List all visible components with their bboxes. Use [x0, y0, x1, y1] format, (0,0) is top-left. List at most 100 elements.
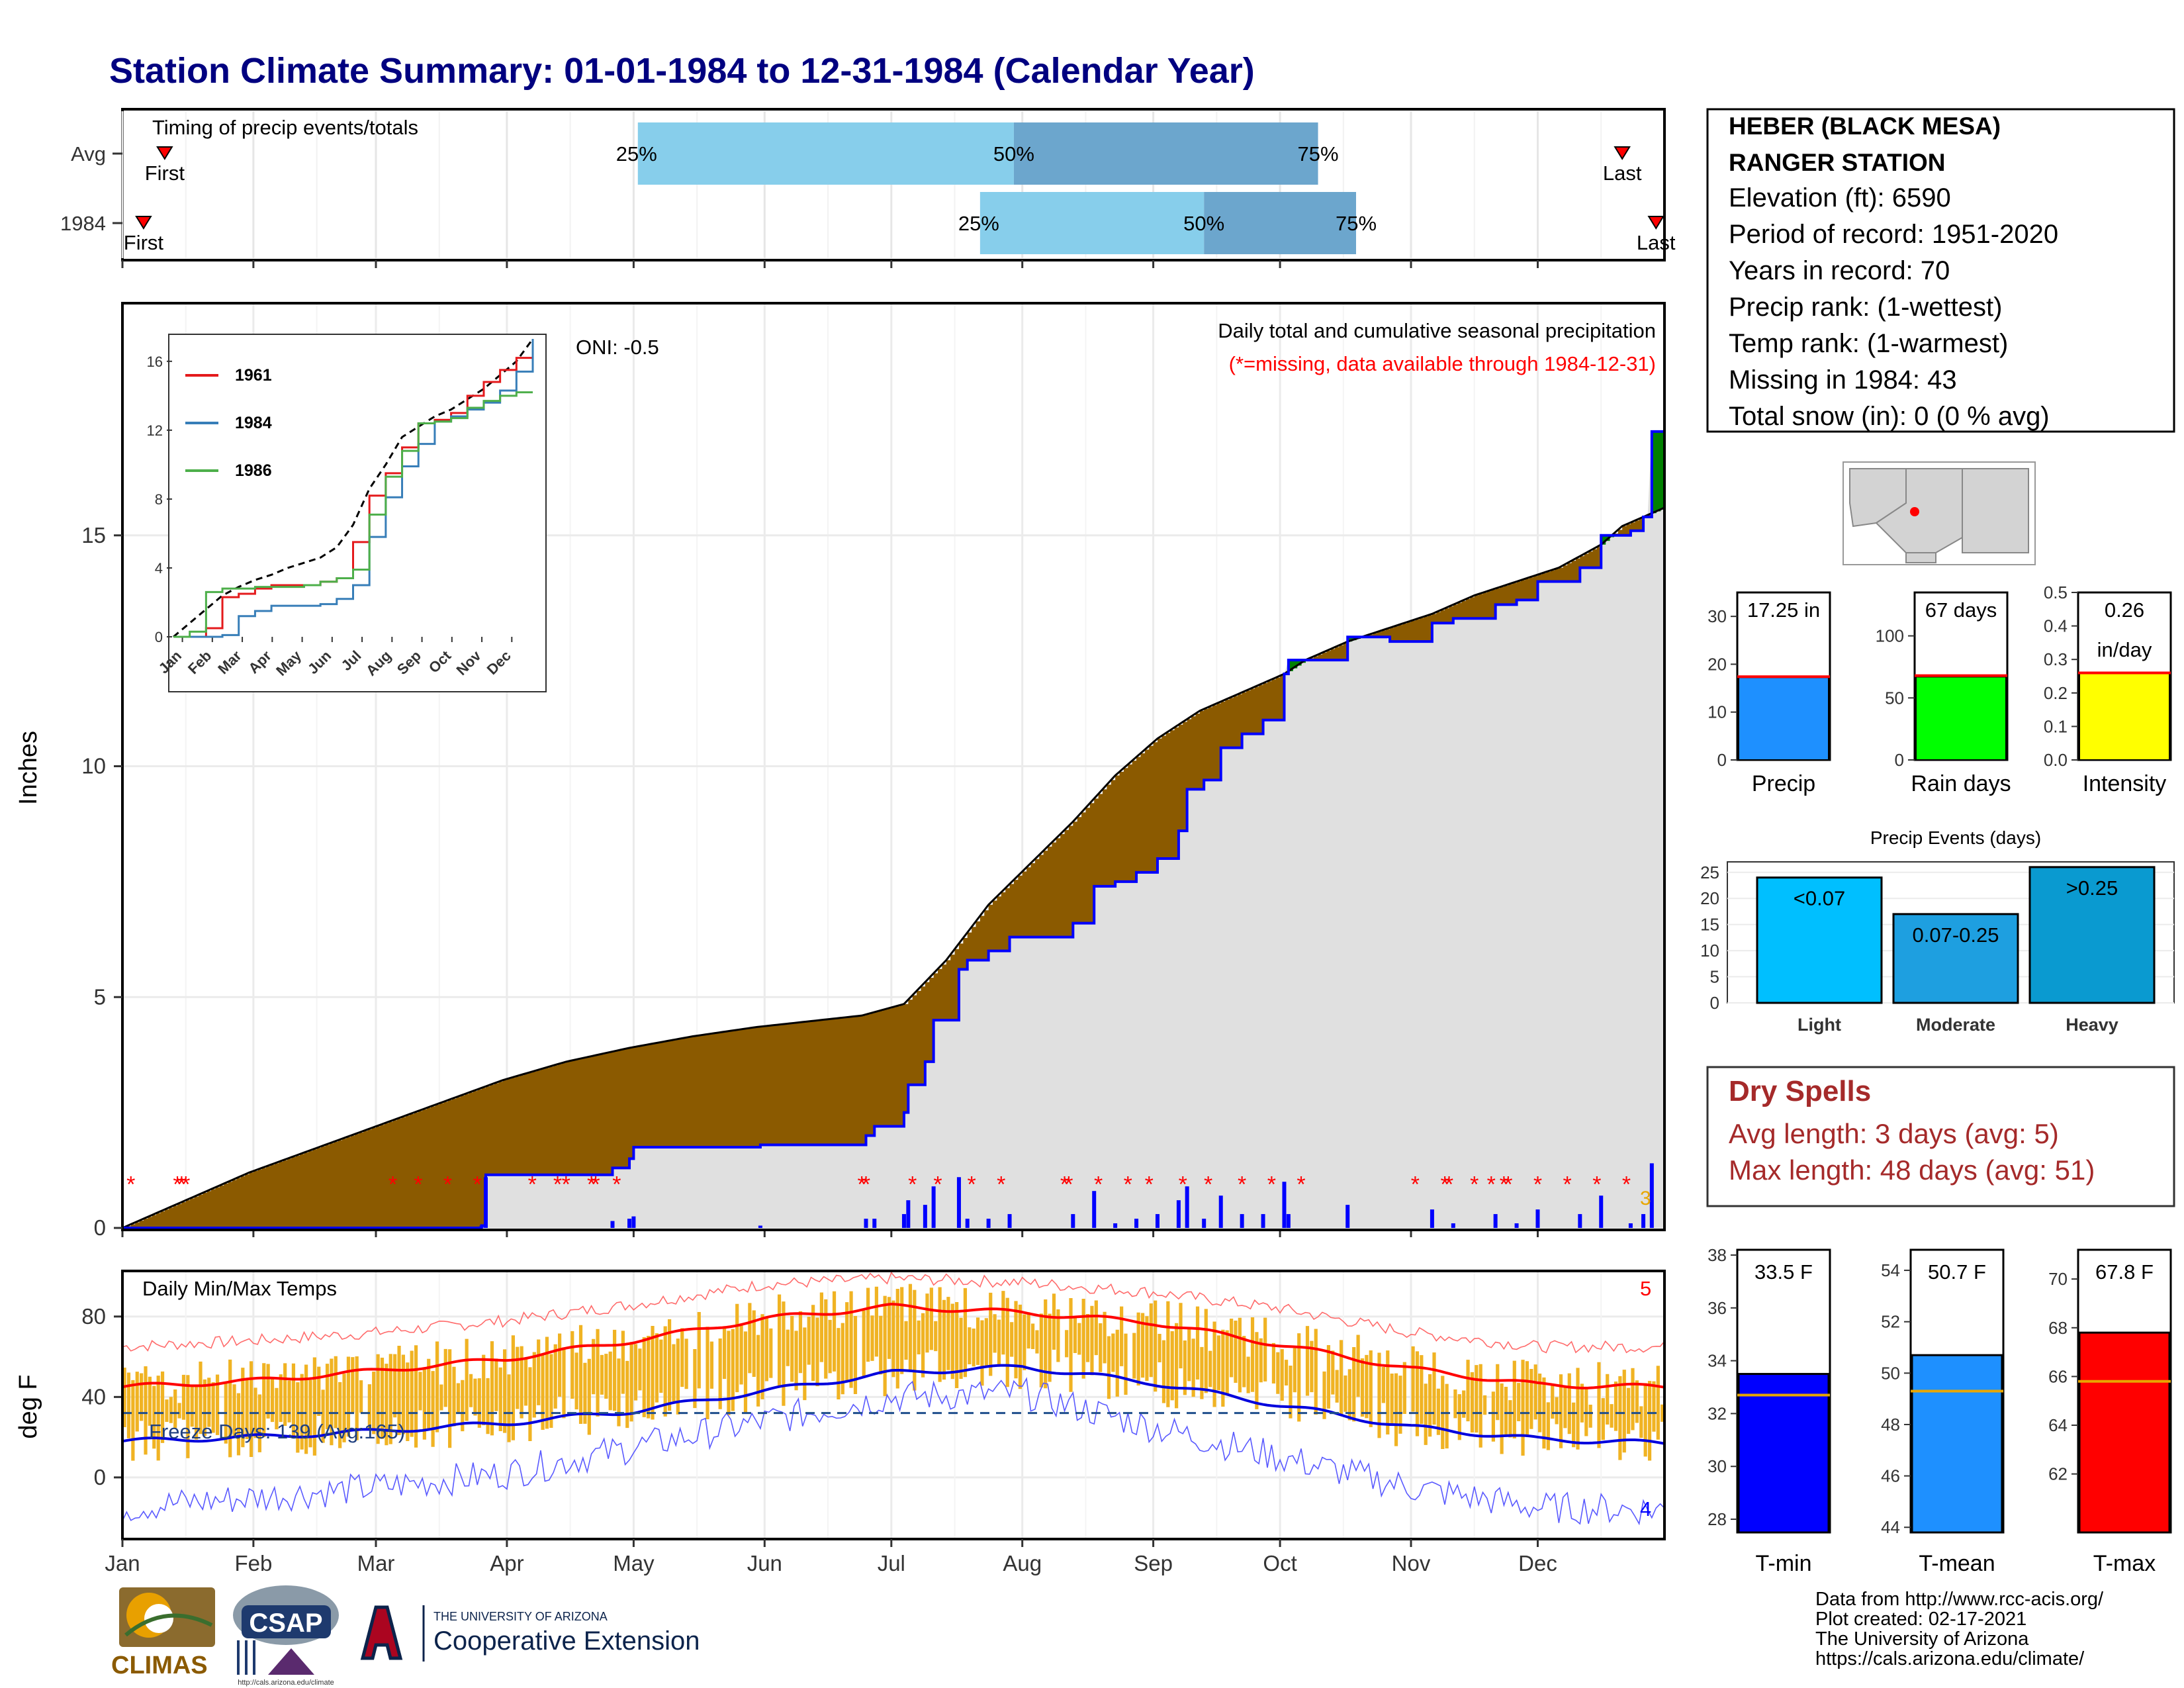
temp-bar-tick-label: 68: [2048, 1318, 2068, 1338]
station-elevation: Elevation (ft): 6590: [1729, 183, 1951, 212]
events-tick-label: 0: [1710, 993, 1719, 1013]
events-bar-label: >0.25: [2066, 876, 2118, 900]
daily-precip-bar: [872, 1219, 877, 1228]
precip-events-chart: Precip Events (days) 0 5 10 15 20 25 <0.07 Light…: [1700, 827, 2175, 1035]
temp-count-top: 5: [1640, 1277, 1651, 1300]
deficit-area: [126, 515, 1653, 1228]
daily-precip-bar: [1535, 1209, 1540, 1228]
station-period: Period of record: 1951-2020: [1729, 220, 2058, 249]
timing-p50-label: 50%: [993, 142, 1034, 165]
timing-first-marker: [135, 216, 152, 230]
temp-bar-tick-label: 32: [1707, 1403, 1727, 1423]
record-min-line: [122, 1377, 1665, 1526]
temp-panel: 0 40 80 Daily Min/Max Temps deg F Freeze D…: [15, 1270, 1666, 1575]
daily-precip-bar: [906, 1200, 911, 1228]
missing-day-marker: *: [1440, 1172, 1449, 1197]
month-label: Aug: [1003, 1551, 1042, 1575]
missing-day-marker: *: [1094, 1172, 1103, 1197]
missing-day-marker: *: [414, 1172, 422, 1197]
inset-y-tick-label: 4: [155, 560, 163, 577]
missing-day-marker: *: [587, 1172, 596, 1197]
month-label: Mar: [357, 1551, 395, 1575]
inset-y-tick-label: 0: [155, 629, 163, 645]
daily-precip-bar: [479, 1225, 484, 1228]
station-name-1: HEBER (BLACK MESA): [1729, 113, 2001, 140]
temp-bar-tick-label: 66: [2048, 1366, 2068, 1386]
mini-bar-tick-label: 0.3: [2044, 649, 2068, 669]
events-title: Precip Events (days): [1870, 827, 2041, 848]
missing-day-marker: *: [177, 1172, 186, 1197]
missing-day-marker: *: [1060, 1172, 1069, 1197]
university-logo: THE UNIVERSITY OF ARIZONA Cooperative Ex…: [360, 1605, 700, 1662]
events-bar: [1892, 913, 2019, 1004]
missing-day-marker: *: [1204, 1172, 1212, 1197]
daily-precip-bar: [1649, 1163, 1654, 1228]
daily-precip-bar: [1071, 1214, 1075, 1228]
missing-day-marker: *: [1470, 1172, 1479, 1197]
missing-day-marker: *: [181, 1172, 190, 1197]
mini-bar-tick-label: 0.2: [2044, 683, 2068, 703]
station-snow: Total snow (in): 0 (0 % avg): [1729, 402, 2050, 431]
mini-bar-tick-label: 0.1: [2044, 716, 2068, 736]
temp-bar-tick-label: 52: [1881, 1312, 1900, 1332]
missing-day-marker: *: [528, 1172, 537, 1197]
daily-precip-bar: [1113, 1223, 1118, 1228]
temp-bar-tick-label: 48: [1881, 1415, 1900, 1434]
observed-cumulative-area: [122, 431, 1664, 1228]
month-label: Nov: [1392, 1551, 1431, 1575]
climas-logo: CLIMAS: [111, 1587, 215, 1679]
station-missing: Missing in 1984: 43: [1729, 365, 1957, 395]
missing-day-marker: *: [443, 1172, 452, 1197]
average-cumulative-line: [122, 506, 1665, 1229]
timing-last-marker: [1614, 146, 1631, 160]
daily-precip-bar: [1282, 1182, 1287, 1228]
missing-day-marker: *: [967, 1172, 976, 1197]
daily-precip-bar: [1202, 1219, 1206, 1228]
daily-precip-bar: [931, 1186, 936, 1228]
mini-bar-tick-label: 0.4: [2044, 616, 2068, 636]
mini-bar-value-label: 0.26: [2105, 598, 2144, 622]
daily-precip-bar: [1628, 1223, 1633, 1228]
missing-day-marker: *: [858, 1172, 866, 1197]
daily-precip-bar: [1134, 1219, 1139, 1228]
locator-map: [1843, 461, 2036, 565]
daily-precip-bar: [1240, 1214, 1244, 1228]
missing-day-marker: *: [1622, 1172, 1631, 1197]
daily-precip-bar: [965, 1219, 970, 1228]
station-precip-rank: Precip rank: (1-wettest): [1729, 293, 2002, 322]
missing-day-marker: *: [473, 1172, 482, 1197]
missing-day-marker: *: [933, 1172, 942, 1197]
daily-precip-bar: [1599, 1196, 1604, 1228]
station-years: Years in record: 70: [1729, 256, 1950, 285]
station-name-2: RANGER STATION: [1729, 149, 1946, 176]
daily-precip-bar: [1185, 1186, 1189, 1228]
temp-bar-fill: [1911, 1354, 2003, 1534]
mini-bar-fill: [1915, 676, 2007, 761]
oni-label: ONI: -0.5: [576, 336, 659, 359]
precip-y-tick-label: 5: [94, 984, 106, 1009]
timing-panel-title: Timing of precip events/totals: [152, 116, 418, 139]
missing-day-marker: *: [862, 1172, 870, 1197]
temp-bar-value-label: 33.5 F: [1754, 1260, 1813, 1284]
events-bar-label: 0.07-0.25: [1913, 923, 1999, 947]
mini-bar-fill: [1738, 677, 1829, 761]
events-tick-label: 25: [1700, 863, 1719, 882]
credits: Data from http://www.rcc-acis.org/ Plot …: [1815, 1589, 2104, 1669]
dry-spells-title: Dry Spells: [1729, 1075, 1871, 1107]
temp-bar-tick-label: 64: [2048, 1415, 2068, 1435]
daily-precip-bar: [1261, 1214, 1265, 1228]
temp-bar-tick-label: 44: [1881, 1517, 1900, 1537]
missing-day-marker: *: [1563, 1172, 1572, 1197]
timing-row-label: Avg: [71, 142, 106, 165]
daily-precip-bar: [1430, 1209, 1434, 1228]
missing-day-marker: *: [1064, 1172, 1073, 1197]
events-category: Heavy: [2066, 1015, 2118, 1035]
daily-precip-bar: [631, 1216, 636, 1228]
daily-precip-bar: [610, 1221, 615, 1228]
missing-day-marker: *: [1592, 1172, 1601, 1197]
timing-bar-25-50: [979, 192, 1205, 254]
missing-day-marker: *: [562, 1172, 570, 1197]
record-max-line: [122, 1271, 1665, 1354]
mini-bar-tick-label: 100: [1876, 626, 1904, 646]
timing-last-marker: [1647, 216, 1665, 230]
